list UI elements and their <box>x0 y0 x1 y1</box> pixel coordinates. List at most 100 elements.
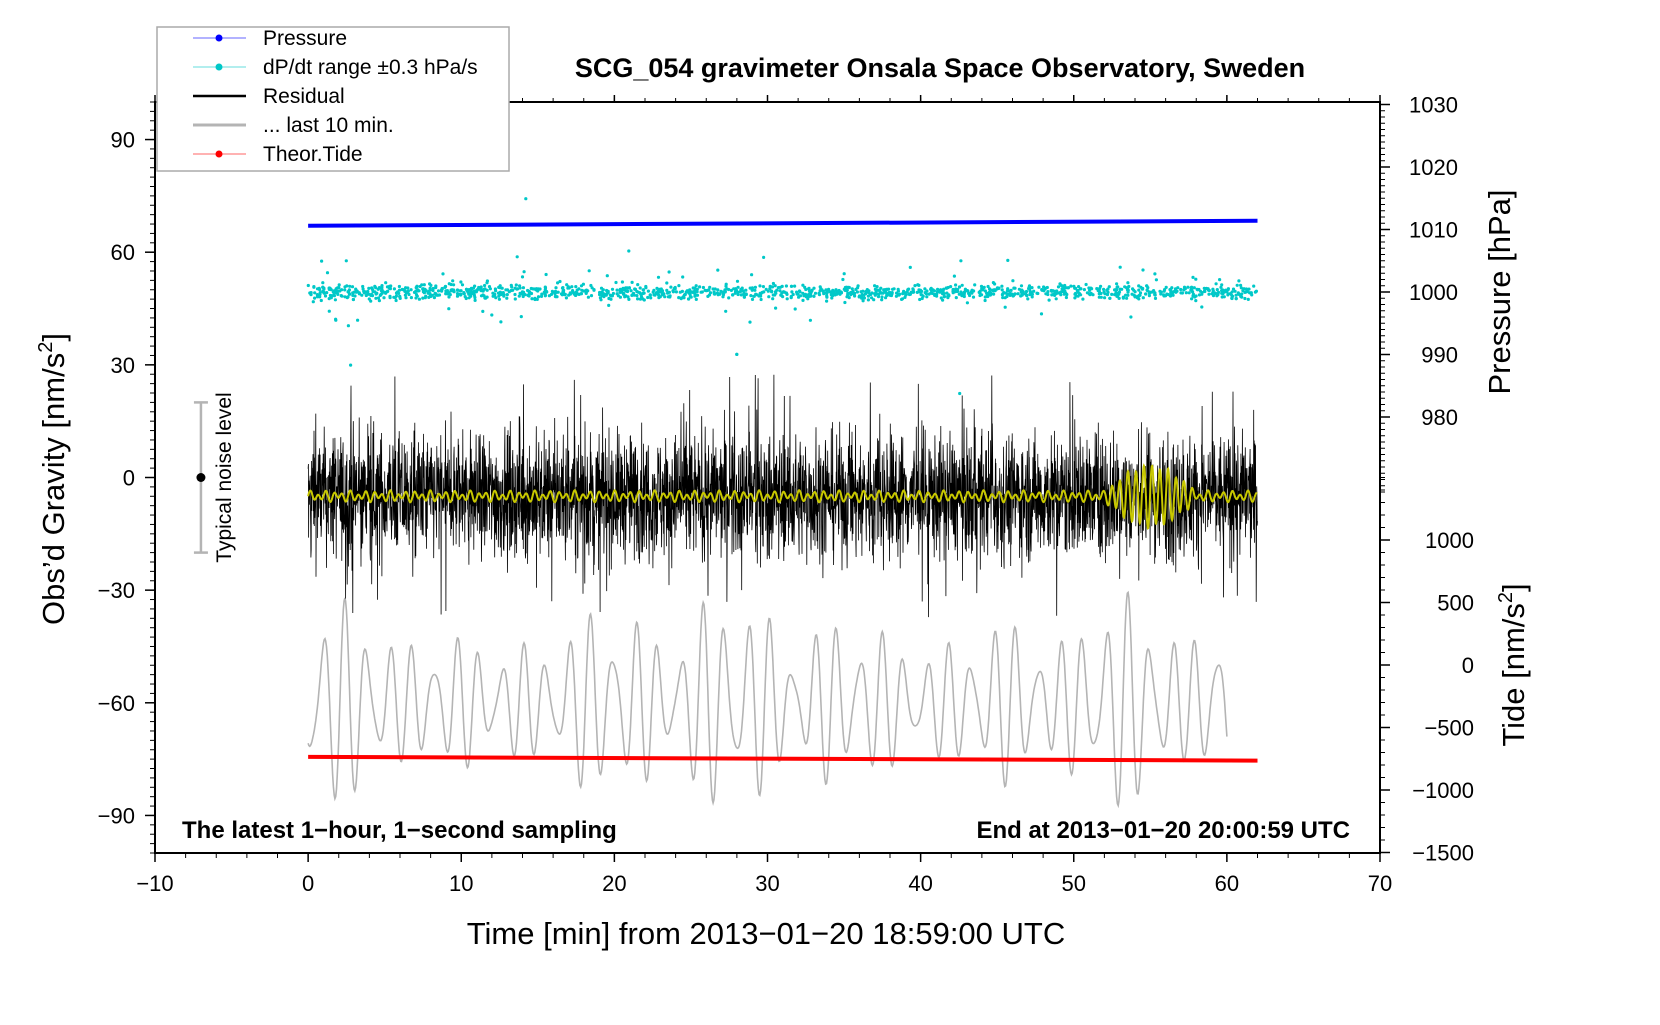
tide-tick-label: 0 <box>1462 653 1474 678</box>
dpdt-point <box>1175 289 1179 293</box>
dpdt-point <box>932 292 936 296</box>
dpdt-point <box>344 259 348 263</box>
dpdt-point <box>742 295 746 299</box>
dpdt-point <box>518 291 522 295</box>
legend-label: Theor.Tide <box>263 143 363 166</box>
dpdt-point <box>908 265 912 269</box>
dpdt-point <box>1037 285 1041 289</box>
dpdt-point <box>441 272 445 276</box>
dpdt-point <box>1103 292 1107 296</box>
dpdt-point <box>614 280 618 285</box>
dpdt-point <box>695 290 699 294</box>
dpdt-point <box>536 295 541 299</box>
dpdt-point <box>731 293 735 297</box>
dpdt-point <box>1194 277 1198 281</box>
dpdt-point <box>524 197 528 201</box>
dpdt-point <box>543 290 547 295</box>
dpdt-point <box>638 286 642 290</box>
dpdt-point <box>785 292 789 296</box>
dpdt-point <box>945 286 949 290</box>
dpdt-point <box>803 285 807 289</box>
dpdt-point <box>1045 285 1049 290</box>
dpdt-point <box>428 288 432 292</box>
dpdt-point <box>875 285 879 289</box>
dpdt-point <box>1253 290 1257 294</box>
dpdt-point <box>361 287 365 291</box>
dpdt-point <box>884 296 888 300</box>
dpdt-point <box>1233 289 1237 293</box>
dpdt-point <box>770 290 774 294</box>
dpdt-point <box>810 288 814 292</box>
dpdt-point <box>421 296 425 300</box>
dpdt-point <box>1240 295 1244 299</box>
dpdt-point <box>494 296 498 300</box>
dpdt-point <box>606 291 610 295</box>
dpdt-point <box>776 286 781 290</box>
dpdt-point <box>447 295 451 299</box>
dpdt-point <box>960 283 964 287</box>
dpdt-point <box>604 293 608 297</box>
x-tick-label: 10 <box>449 871 473 896</box>
dpdt-point <box>357 292 362 296</box>
dpdt-point <box>306 283 310 288</box>
dpdt-point <box>394 294 398 298</box>
dpdt-point <box>884 287 889 291</box>
dpdt-point <box>544 272 548 277</box>
dpdt-point <box>842 272 846 276</box>
dpdt-point <box>328 287 332 291</box>
dpdt-point <box>515 255 519 259</box>
dpdt-point <box>1084 282 1088 287</box>
dpdt-point <box>625 286 629 290</box>
dpdt-point <box>1006 258 1010 262</box>
dpdt-point <box>1103 296 1107 300</box>
dpdt-point <box>672 287 677 291</box>
dpdt-point <box>1075 289 1079 293</box>
dpdt-point <box>464 287 469 291</box>
dpdt-point <box>798 294 803 298</box>
dpdt-point <box>428 292 432 296</box>
dpdt-point <box>872 298 876 302</box>
dpdt-point <box>1213 291 1217 295</box>
tide-axis-label: Tide [nm/s2] <box>1495 583 1531 746</box>
dpdt-point <box>957 292 961 296</box>
dpdt-point <box>1056 285 1061 289</box>
dpdt-point <box>499 320 503 324</box>
dpdt-point <box>1192 286 1196 290</box>
dpdt-point <box>479 285 483 289</box>
dpdt-point <box>742 291 746 296</box>
dpdt-point <box>952 274 957 278</box>
dpdt-point <box>993 282 997 286</box>
dpdt-point <box>1019 284 1024 288</box>
dpdt-point <box>748 286 752 290</box>
dpdt-point <box>1242 287 1246 291</box>
dpdt-point <box>1108 296 1112 300</box>
dpdt-point <box>1019 290 1023 294</box>
dpdt-point <box>482 294 486 298</box>
dpdt-point <box>963 287 968 291</box>
dpdt-point <box>753 288 757 292</box>
dpdt-point <box>825 291 829 295</box>
dpdt-point <box>827 287 831 291</box>
dpdt-point <box>905 290 909 294</box>
dpdt-point <box>325 271 330 275</box>
dpdt-point <box>839 291 843 295</box>
dpdt-point <box>1091 293 1095 297</box>
dpdt-point <box>543 293 548 297</box>
dpdt-point <box>1183 287 1187 291</box>
dpdt-point <box>913 284 917 288</box>
dpdt-point <box>873 284 877 288</box>
dpdt-point <box>553 289 558 293</box>
legend-entry: Pressure <box>193 27 347 50</box>
dpdt-point <box>774 306 778 310</box>
dpdt-point <box>665 288 669 292</box>
dpdt-point <box>631 291 636 295</box>
dpdt-point <box>376 296 381 300</box>
dpdt-point <box>1035 291 1039 295</box>
pressure-tick-label: 990 <box>1421 343 1458 368</box>
dpdt-point <box>360 293 364 297</box>
dpdt-point <box>644 284 648 289</box>
dpdt-point <box>367 292 371 296</box>
dpdt-point <box>309 292 313 296</box>
dpdt-point <box>973 283 977 287</box>
dpdt-point <box>1115 294 1119 298</box>
